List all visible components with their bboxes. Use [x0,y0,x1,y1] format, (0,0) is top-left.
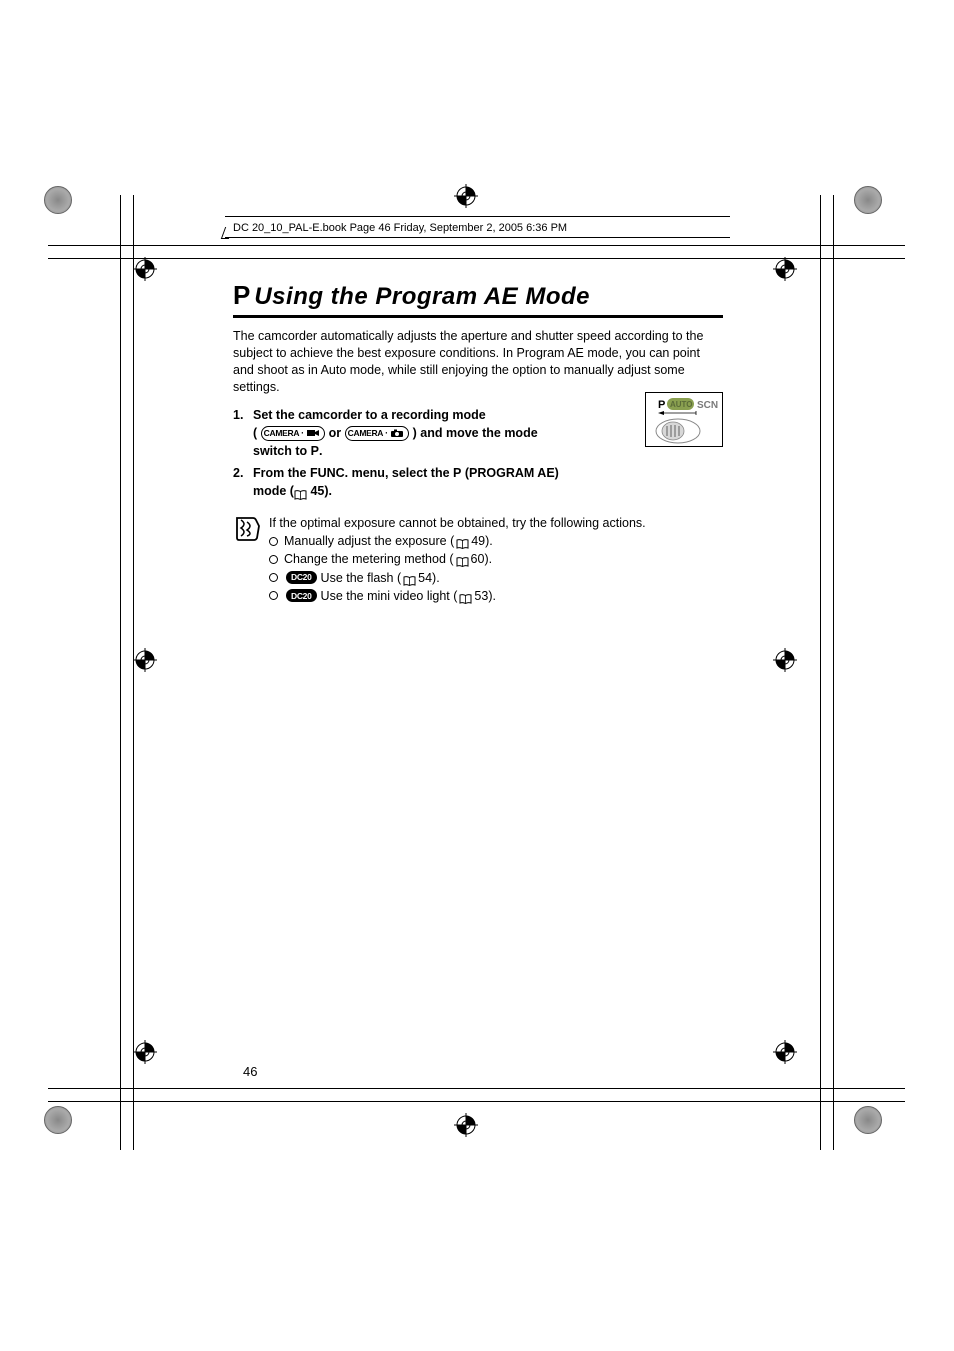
p-mode-icon: P [233,280,250,311]
svg-text:SCN: SCN [697,400,718,411]
page-number: 46 [243,1064,257,1079]
text: Use the flash ( [321,569,402,587]
text: 54). [418,569,440,587]
badge-label: CAMERA [264,427,300,439]
dc20-badge: DC20 [286,571,317,584]
note-item: Manually adjust the exposure ( 49). [269,532,646,550]
crop-vline [120,195,121,1150]
bullet-icon [269,555,278,564]
text: or [329,426,345,440]
crop-hline [48,1088,905,1089]
dot-icon: · [385,429,388,438]
registration-mark-icon [773,257,797,281]
registration-mark-icon [133,257,157,281]
registration-mark-icon [773,648,797,672]
book-icon [459,591,472,601]
text: 60). [471,550,493,568]
crop-hline [48,1101,905,1102]
book-icon [456,554,469,564]
crop-corner-icon [44,1106,72,1134]
registration-mark-icon [454,184,478,208]
book-icon [403,573,416,583]
photo-icon [390,428,404,438]
crop-vline [133,195,134,1150]
note-lines: If the optimal exposure cannot be obtain… [269,514,646,605]
crop-corner-icon [44,186,72,214]
crop-corner-icon [854,186,882,214]
step2-line1: From the FUNC. menu, select the P (PROGR… [253,464,593,482]
crop-hline [48,245,905,246]
bullet-icon [269,573,278,582]
registration-mark-icon [454,1113,478,1137]
note-item: DC20 Use the flash ( 54). [269,569,646,587]
text: . [319,444,322,458]
title-underline [233,315,723,318]
title-row: P Using the Program AE Mode [233,280,723,311]
text: 53). [474,587,496,605]
mode-switch-diagram: P AUTO SCN [645,392,723,447]
step-number: 2. [233,464,253,500]
note-icon [233,514,261,542]
crop-vline [833,195,834,1150]
dot-icon: · [301,429,304,438]
p-icon: P [311,444,319,458]
camera-photo-badge: CAMERA · [345,426,410,441]
text: Use the mini video light ( [321,587,458,605]
step2-line2: mode ( 45). [253,482,593,500]
text: (PROGRAM AE) [461,466,558,480]
book-icon [294,487,307,497]
step1-line1: Set the camcorder to a recording mode [253,406,593,424]
dc20-badge: DC20 [286,589,317,602]
text: Change the metering method ( [284,550,454,568]
page-title: Using the Program AE Mode [254,283,590,311]
page-content: P Using the Program AE Mode The camcorde… [233,280,723,605]
step1-line2: ( CAMERA · or CAMERA · ) and move the mo… [253,424,593,442]
crop-hline [48,258,905,259]
movie-icon [306,428,320,438]
registration-mark-icon [133,648,157,672]
bullet-icon [269,591,278,600]
text: ) and move the mode [413,426,538,440]
note-intro: If the optimal exposure cannot be obtain… [269,514,646,532]
registration-mark-icon [133,1040,157,1064]
badge-label: CAMERA [348,427,384,439]
text: mode ( [253,484,294,498]
svg-text:AUTO: AUTO [670,400,693,409]
registration-mark-icon [773,1040,797,1064]
step1-line3: switch to P. [253,442,593,460]
step-number: 1. [233,406,253,460]
text: switch to [253,444,311,458]
note-item: DC20 Use the mini video light ( 53). [269,587,646,605]
notes-block: If the optimal exposure cannot be obtain… [233,514,723,605]
bullet-icon [269,537,278,546]
text: From the FUNC. menu, select the [253,466,453,480]
note-item: Change the metering method ( 60). [269,550,646,568]
text: 49). [471,532,493,550]
text: ( [253,426,257,440]
book-icon [456,536,469,546]
page-header-text: DC 20_10_PAL-E.book Page 46 Friday, Sept… [233,222,567,234]
crop-vline [820,195,821,1150]
steps-list: 1. Set the camcorder to a recording mode… [233,406,593,501]
text: 45). [307,484,332,498]
p-label: P [658,399,665,411]
text: Manually adjust the exposure ( [284,532,454,550]
intro-paragraph: The camcorder automatically adjusts the … [233,328,723,396]
crop-corner-icon [854,1106,882,1134]
camera-movie-badge: CAMERA · [261,426,326,441]
